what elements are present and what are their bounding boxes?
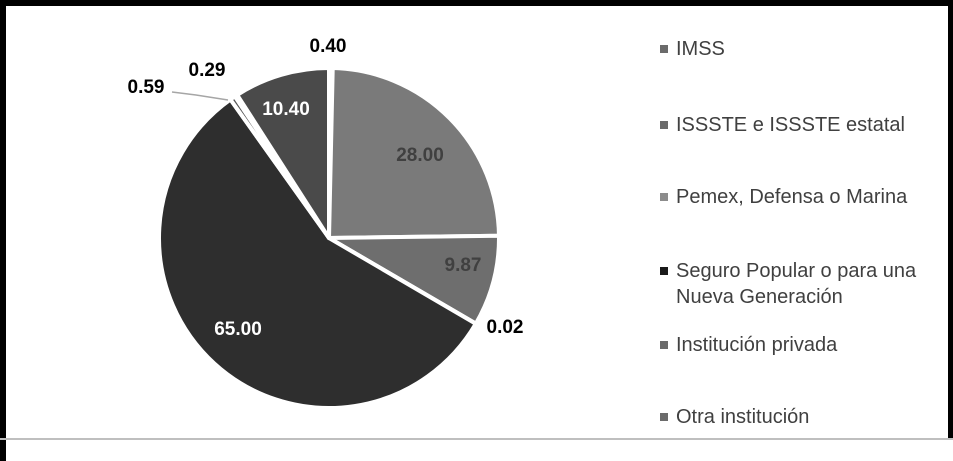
data-label-3: 0.02 <box>487 317 524 338</box>
legend-swatch-5 <box>660 413 668 421</box>
legend-swatch-4 <box>660 341 668 349</box>
legend-item-5: Otra institución <box>660 404 936 430</box>
frame-border-bottom <box>0 438 953 440</box>
legend-item-4: Institución privada <box>660 332 936 358</box>
legend-swatch-3 <box>660 267 668 275</box>
legend-item-0: IMSS <box>660 36 936 62</box>
pie-slice-4 <box>157 97 478 410</box>
legend-label-0: IMSS <box>676 38 725 60</box>
pie-slice-1 <box>327 66 501 240</box>
legend-label-1: ISSSTE e ISSSTE estatal <box>676 114 905 136</box>
leader-line-5 <box>171 91 229 101</box>
data-label-4: 65.00 <box>214 319 262 340</box>
legend-item-2: Pemex, Defensa o Marina <box>660 184 936 210</box>
legend-swatch-1 <box>660 121 668 129</box>
legend-label-4: Institución privada <box>676 334 838 356</box>
data-label-2: 9.87 <box>445 255 482 276</box>
frame-border-right <box>948 0 953 440</box>
data-label-1: 28.00 <box>396 145 444 166</box>
legend-label-2: Pemex, Defensa o Marina <box>676 186 908 208</box>
legend-label-3: Seguro Popular o para una Nueva Generaci… <box>676 260 917 308</box>
frame-border-top <box>0 0 953 6</box>
frame-border-left <box>0 0 6 461</box>
legend-item-3: Seguro Popular o para una Nueva Generaci… <box>660 258 936 310</box>
data-label-5: 0.59 <box>128 77 165 98</box>
data-label-6: 0.29 <box>189 60 226 81</box>
pie-slice-7 <box>235 66 331 240</box>
legend-label-5: Otra institución <box>676 406 810 428</box>
legend-item-1: ISSSTE e ISSSTE estatal <box>660 112 936 138</box>
data-label-0: 0.40 <box>310 36 347 57</box>
legend-swatch-2 <box>660 193 668 201</box>
data-label-7: 10.40 <box>262 99 310 120</box>
legend-swatch-0 <box>660 45 668 53</box>
chart-legend: IMSS ISSSTE e ISSSTE estatal Pemex, Defens… <box>660 36 950 436</box>
